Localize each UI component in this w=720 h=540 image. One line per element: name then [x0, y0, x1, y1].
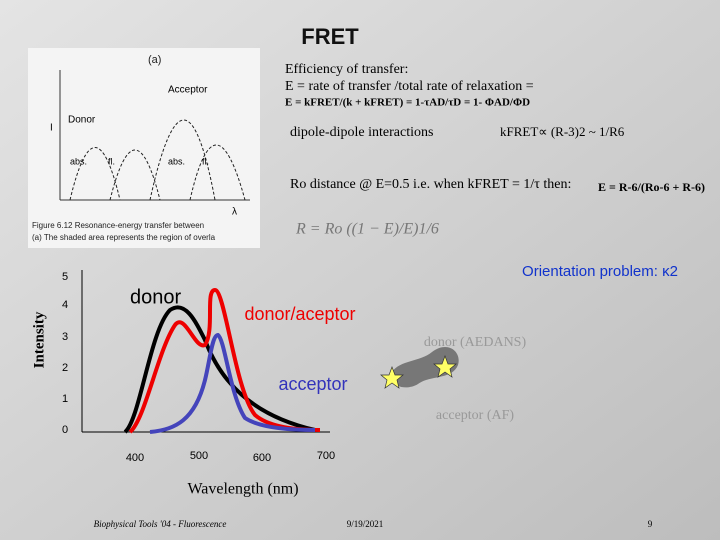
footer-left: Biophysical Tools '04 - Fluorescence [94, 519, 227, 529]
caption: (a) The shaded area represents the regio… [32, 233, 216, 242]
acceptor-curve [149, 332, 316, 434]
footer-page: 9 [648, 519, 653, 529]
heading: Efficiency of transfer: [285, 62, 408, 77]
curve-label: acceptor [278, 374, 347, 394]
acceptor-name: acceptor (AF) [436, 408, 514, 423]
y-tick: 5 [62, 271, 68, 283]
star [380, 366, 404, 389]
x-tick: 400 [126, 452, 144, 464]
figure: (a) Acceptor Donor abs. fl. abs. fl. I λ… [28, 48, 260, 248]
dipole: dipole-dipole interactions [290, 125, 433, 140]
x-tick: 500 [190, 450, 208, 462]
orientation: Orientation problem: κ2 donor (AEDANS) a… [380, 263, 678, 423]
caption: Figure 6.12 Resonance-energy transfer be… [32, 221, 204, 230]
molecule [390, 347, 459, 388]
label: fl. [108, 156, 115, 166]
curve-label: donor/aceptor [244, 304, 355, 324]
y-tick: 0 [62, 424, 68, 436]
y-label: Intensity [31, 311, 47, 368]
y-tick: 1 [62, 393, 68, 405]
y-tick: 3 [62, 331, 68, 343]
x-tick: 600 [253, 452, 271, 464]
r0-formula: R = Ro ((1 − E)/E)1/6 [295, 221, 439, 238]
x-label: Wavelength (nm) [187, 481, 298, 498]
spectra [69, 119, 246, 201]
label: λ [232, 207, 237, 218]
label: I [50, 123, 53, 134]
donor-acceptor-curve [128, 287, 321, 434]
label: fl. [202, 156, 209, 166]
x-tick: 700 [317, 450, 335, 462]
donor-curve [123, 305, 316, 434]
donor-name: donor (AEDANS) [424, 335, 527, 350]
y-tick: 2 [62, 362, 68, 374]
spectrum: 5 4 3 2 1 0 400 500 600 700 Intensity Wa… [31, 270, 356, 498]
label: Acceptor [168, 85, 208, 96]
star [433, 355, 457, 378]
r0-equation: E = R-6/(Ro-6 + R-6) [598, 180, 705, 194]
definition: E = rate of transfer /total rate of rela… [285, 79, 534, 94]
r0-text: Ro distance @ E=0.5 i.e. when kFRET = 1/… [290, 177, 571, 192]
equation: E = kFRET/(k + kFRET) = 1-τAD/τD = 1- ΦA… [285, 97, 530, 109]
panel: (a) [148, 54, 161, 66]
curve-label: donor [130, 286, 181, 308]
orientation-title: Orientation problem: κ2 [522, 263, 678, 280]
footer-date: 9/19/2021 [347, 519, 384, 529]
label: abs. [70, 156, 87, 166]
label: Donor [68, 115, 96, 126]
proportionality: kFRET∝ (R-3)2 ~ 1/R6 [500, 124, 625, 139]
efficiency: Efficiency of transfer: E = rate of tran… [285, 62, 705, 237]
y-tick: 4 [62, 299, 68, 311]
title: FRET [301, 24, 359, 49]
figure-bg [28, 48, 260, 248]
label: abs. [168, 156, 185, 166]
